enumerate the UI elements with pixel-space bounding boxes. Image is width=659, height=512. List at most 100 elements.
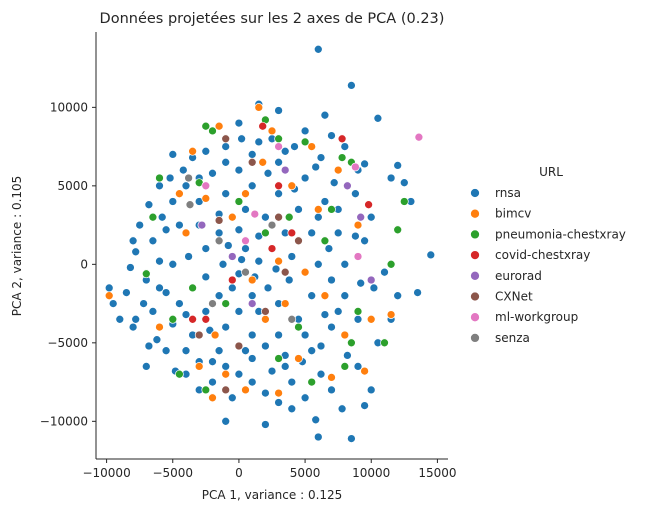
point-bimcv [221, 369, 231, 379]
point-rnsa [175, 220, 184, 230]
series-pneumonia-chestxray [141, 115, 409, 395]
point-rnsa [168, 259, 178, 269]
point-bimcv [307, 142, 317, 151]
point-rnsa [227, 283, 237, 293]
point-rnsa [320, 310, 330, 319]
point-bimcv [294, 354, 303, 363]
point-bimcv [254, 103, 264, 112]
point-rnsa [168, 197, 178, 206]
point-cxnet [274, 212, 283, 222]
point-rnsa [320, 110, 330, 120]
point-covid-chestxray [364, 200, 373, 210]
point-rnsa [131, 247, 141, 257]
point-bimcv [241, 385, 250, 395]
point-pneumonia-chestxray [353, 307, 363, 316]
point-ml-workgroup [353, 252, 363, 261]
point-cxnet [214, 216, 224, 225]
point-rnsa [287, 404, 297, 414]
point-rnsa [274, 189, 283, 199]
point-bimcv [366, 314, 376, 324]
point-bimcv [313, 205, 323, 214]
point-bimcv [327, 373, 336, 382]
point-rnsa [267, 366, 277, 376]
point-rnsa [300, 393, 310, 403]
point-rnsa [165, 173, 175, 183]
point-rnsa [181, 346, 191, 356]
point-rnsa [263, 168, 273, 178]
point-rnsa [104, 283, 114, 293]
point-eurorad [247, 299, 257, 308]
point-rnsa [237, 134, 246, 144]
point-rnsa [241, 346, 250, 356]
series-cxnet [194, 134, 303, 395]
point-rnsa [254, 256, 264, 266]
point-pneumonia-chestxray [294, 322, 303, 332]
series-senza [184, 173, 297, 324]
point-ml-workgroup [201, 181, 211, 191]
point-rnsa [274, 157, 283, 167]
point-rnsa [327, 385, 336, 395]
point-senza [185, 200, 195, 210]
point-rnsa [161, 346, 171, 356]
point-senza [267, 220, 277, 230]
point-rnsa [208, 357, 217, 367]
point-bimcv [258, 157, 268, 167]
point-bimcv [340, 330, 350, 340]
point-rnsa [237, 255, 246, 264]
point-bimcv [267, 126, 277, 136]
point-covid-chestxray [287, 228, 297, 238]
point-bimcv [227, 212, 237, 222]
point-rnsa [393, 161, 403, 170]
point-rnsa [320, 197, 330, 206]
point-rnsa [261, 388, 270, 398]
point-rnsa [223, 241, 233, 250]
point-pneumonia-chestxray [274, 134, 283, 144]
point-cxnet [280, 267, 290, 277]
point-cxnet [221, 385, 231, 395]
point-cxnet [234, 341, 244, 351]
point-rnsa [311, 415, 321, 425]
point-bimcv [241, 189, 250, 199]
point-pneumonia-chestxray [188, 283, 197, 293]
point-covid-chestxray [267, 244, 277, 253]
legend-items: rnsa bimcv pneumonia-chestxray covid-chestx… [470, 186, 626, 345]
point-cxnet [294, 236, 303, 246]
point-rnsa [287, 377, 297, 387]
legend-item-ml-workgroup: ml-workgroup [470, 310, 578, 324]
chart-title: Données projetées sur les 2 axes de PCA … [100, 11, 445, 27]
point-covid-chestxray [274, 181, 283, 191]
point-pneumonia-chestxray [274, 354, 283, 363]
point-rnsa [380, 267, 389, 277]
series-covid-chestxray [188, 121, 373, 324]
point-rnsa [168, 150, 178, 159]
point-covid-chestxray [227, 275, 237, 285]
legend-item-eurorad: eurorad [470, 269, 542, 283]
point-ml-workgroup [351, 162, 360, 172]
point-pneumonia-chestxray [175, 369, 184, 379]
point-rnsa [329, 178, 339, 188]
point-rnsa [353, 314, 363, 324]
point-bimcv [201, 194, 211, 203]
point-rnsa [274, 330, 283, 340]
point-rnsa [221, 362, 231, 371]
point-rnsa [386, 173, 396, 183]
legend-marker [470, 270, 480, 281]
legend-marker [470, 291, 480, 302]
point-rnsa [141, 362, 151, 371]
legend-marker [470, 188, 480, 198]
point-rnsa [155, 256, 164, 266]
point-rnsa [313, 212, 323, 222]
point-eurorad [343, 181, 352, 191]
point-rnsa [247, 330, 257, 340]
point-rnsa [128, 322, 138, 332]
x-tick-label: 5000 [290, 466, 321, 480]
point-rnsa [300, 330, 310, 340]
point-bimcv [280, 299, 290, 308]
point-rnsa [313, 44, 323, 54]
legend-label: ml-workgroup [495, 310, 578, 324]
legend-label: bimcv [495, 207, 531, 221]
point-rnsa [360, 236, 369, 246]
point-rnsa [139, 299, 148, 308]
point-rnsa [393, 291, 403, 301]
legend-item-senza: senza [470, 331, 530, 345]
